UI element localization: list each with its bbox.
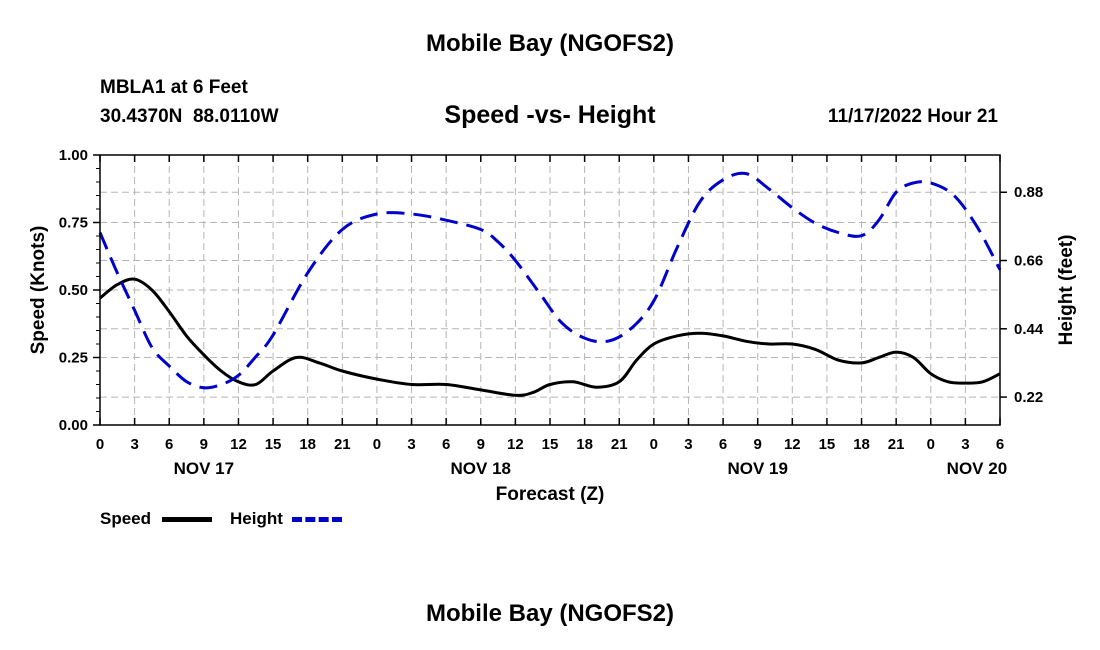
legend-swatch-height	[292, 517, 342, 522]
x-tick-label: 12	[507, 436, 524, 453]
y2-axis-title: Height (feet)	[1056, 235, 1077, 346]
y-axis-title: Speed (Knots)	[28, 226, 49, 355]
x-tick-label: 3	[407, 436, 415, 453]
x-tick-label: 6	[442, 436, 450, 453]
footer-title: Mobile Bay (NGOFS2)	[425, 600, 675, 627]
date-label: NOV 17	[174, 459, 234, 478]
x-tick-label: 18	[853, 436, 870, 453]
page-title: Mobile Bay (NGOFS2)	[425, 30, 675, 57]
x-tick-label: 6	[165, 436, 173, 453]
x-tick-label: 18	[299, 436, 316, 453]
x-tick-label: 18	[576, 436, 593, 453]
y-tick-label: 0.75	[59, 215, 88, 232]
x-tick-label: 15	[819, 436, 836, 453]
x-tick-label: 3	[684, 436, 692, 453]
chart-subtitle: Speed -vs- Height	[444, 101, 656, 129]
x-tick-label: 0	[650, 436, 658, 453]
station-coordinates: 30.4370N 88.0110W	[100, 106, 279, 127]
y-tick-label: 0.00	[59, 417, 88, 434]
y-tick-label: 0.25	[59, 350, 88, 367]
x-tick-label: 3	[961, 436, 969, 453]
x-tick-label: 12	[230, 436, 247, 453]
legend-label-height: Height	[230, 509, 283, 528]
station-label: MBLA1 at 6 Feet	[100, 77, 248, 98]
y2-tick-label: 0.88	[1014, 184, 1043, 201]
grid-lines	[100, 155, 1000, 425]
x-tick-label: 0	[927, 436, 935, 453]
series-line-height	[98, 171, 1002, 390]
date-label: NOV 18	[451, 459, 511, 478]
axes	[93, 154, 1007, 426]
y-tick-label: 0.50	[59, 282, 88, 299]
y2-tick-label: 0.22	[1014, 389, 1043, 406]
y2-tick-label: 0.44	[1014, 321, 1044, 338]
x-tick-label: 0	[373, 436, 381, 453]
forecast-timestamp: 11/17/2022 Hour 21	[827, 106, 998, 127]
x-tick-label: 21	[888, 436, 905, 453]
x-tick-label: 12	[784, 436, 801, 453]
axis-labels: 0 3 6 9 12 15 18 21 0 3 6 9 12 15 18 21 0 3 6 9 12 15 18 21 0 3 6 0…	[28, 147, 1077, 505]
date-label: NOV 19	[727, 459, 787, 478]
x-tick-label: 15	[265, 436, 282, 453]
x-tick-label: 21	[334, 436, 351, 453]
legend-swatch-speed	[162, 517, 212, 522]
legend-label-speed: Speed	[100, 509, 152, 528]
y2-tick-label: 0.66	[1014, 253, 1043, 270]
x-tick-label: 21	[611, 436, 628, 453]
x-tick-label: 3	[130, 436, 138, 453]
x-tick-label: 9	[200, 436, 208, 453]
x-tick-label: 6	[996, 436, 1004, 453]
speed-height-chart: 0 3 6 9 12 15 18 21 0 3 6 9 12 15 18 21 0 3 6 9 12 15 18 21 0 3 6 0…	[28, 147, 1077, 505]
x-tick-label: 9	[477, 436, 485, 453]
x-tick-label: 15	[542, 436, 559, 453]
series-line-speed	[99, 277, 1001, 397]
y-tick-label: 1.00	[59, 147, 88, 164]
date-label: NOV 20	[947, 459, 1007, 478]
x-tick-label: 0	[96, 436, 104, 453]
series-lines	[98, 171, 1002, 397]
x-axis-title: Forecast (Z)	[496, 484, 605, 505]
x-tick-label: 9	[754, 436, 762, 453]
x-tick-label: 6	[719, 436, 727, 453]
